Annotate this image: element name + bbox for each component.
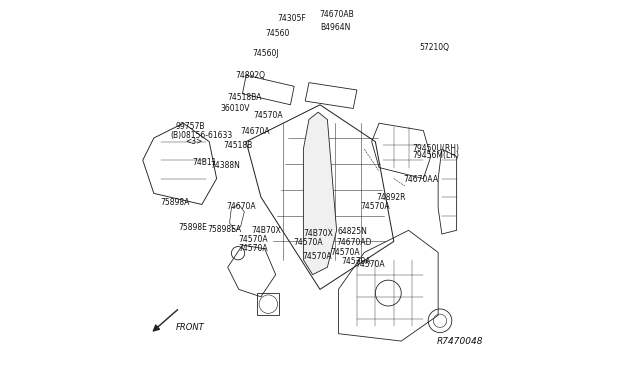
Text: 74670AB: 74670AB xyxy=(319,10,354,19)
Text: 74670A: 74670A xyxy=(226,202,255,211)
Text: 79456M(LH): 79456M(LH) xyxy=(412,151,460,160)
Text: 75898EA: 75898EA xyxy=(208,225,242,234)
Text: 74892Q: 74892Q xyxy=(235,71,265,80)
Text: 74570A: 74570A xyxy=(293,238,323,247)
Text: 74570A: 74570A xyxy=(355,260,385,269)
Text: 99757B: 99757B xyxy=(175,122,205,131)
Text: 74B70X: 74B70X xyxy=(303,230,333,238)
Text: 74B11: 74B11 xyxy=(193,157,217,167)
Text: 57210Q: 57210Q xyxy=(420,43,450,52)
Text: 74388N: 74388N xyxy=(210,161,240,170)
Text: 74560: 74560 xyxy=(266,29,290,38)
Text: R7470048: R7470048 xyxy=(437,337,484,346)
Text: 36010V: 36010V xyxy=(220,104,250,113)
Text: 74570A: 74570A xyxy=(253,110,283,120)
Text: 74570A: 74570A xyxy=(302,251,332,261)
Text: 74305F: 74305F xyxy=(278,13,307,22)
Text: 74670A: 74670A xyxy=(240,127,270,136)
Text: 74570A: 74570A xyxy=(330,248,360,257)
Polygon shape xyxy=(303,112,337,275)
Text: B4964N: B4964N xyxy=(320,23,350,32)
Text: 75898A: 75898A xyxy=(161,198,190,207)
Text: 74570A: 74570A xyxy=(238,244,268,253)
Text: 74570A: 74570A xyxy=(238,235,268,244)
Text: FRONT: FRONT xyxy=(176,323,205,332)
Text: 74518BA: 74518BA xyxy=(227,93,262,102)
Text: 75898E: 75898E xyxy=(178,223,207,232)
Text: 74670AA: 74670AA xyxy=(403,175,438,184)
Text: 74560J: 74560J xyxy=(253,49,280,58)
Text: 74570A: 74570A xyxy=(360,202,390,211)
Text: 74518B: 74518B xyxy=(223,141,253,150)
Text: (B)08156-61633: (B)08156-61633 xyxy=(170,131,233,140)
Text: 74670AD: 74670AD xyxy=(337,238,372,247)
Text: 74892R: 74892R xyxy=(376,193,406,202)
Text: 74B70X: 74B70X xyxy=(252,226,282,235)
Text: 79450U(RH): 79450U(RH) xyxy=(412,144,460,153)
Text: 64825N: 64825N xyxy=(338,227,367,235)
Text: <3>: <3> xyxy=(185,137,203,146)
Text: 74570A: 74570A xyxy=(341,257,371,266)
